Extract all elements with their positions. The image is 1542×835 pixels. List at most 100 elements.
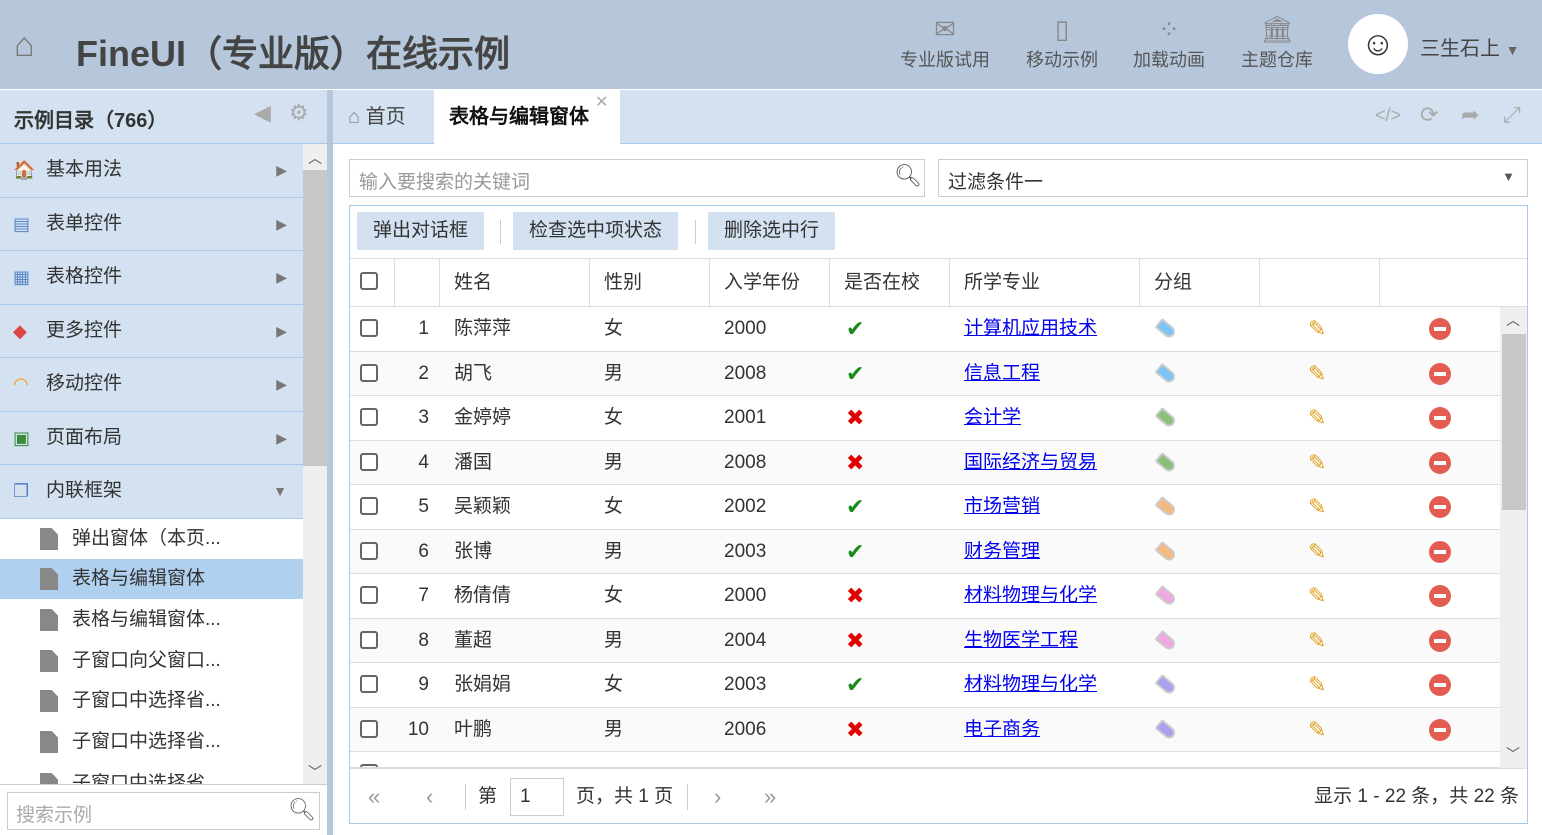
major-link[interactable]: 国际经济与贸易 [964,451,1098,473]
code-icon[interactable]: </> [1375,105,1402,125]
row-checkbox[interactable] [360,452,378,471]
column-header-group[interactable]: 分组 [1140,258,1260,307]
sidebar-subitem[interactable]: 子窗口向父窗口... [0,641,303,681]
row-checkbox[interactable] [360,541,378,560]
sidebar-item-layout[interactable]: ▣ 页面布局 ▶ [0,411,303,465]
share-icon[interactable]: ➦ [1461,102,1480,127]
next-page-icon[interactable]: › [714,784,722,809]
select-all-checkbox[interactable] [360,272,378,290]
delete-icon[interactable] [1429,318,1451,340]
row-checkbox[interactable] [360,497,378,515]
keyword-search-input[interactable]: 输入要搜索的关键词 [349,159,925,197]
open-dialog-button[interactable]: 弹出对话框 [357,212,485,250]
row-checkbox[interactable] [360,319,378,337]
mobile-demo-button[interactable]: ▯ 移动示例 [1007,12,1117,72]
delete-icon[interactable] [1429,407,1451,429]
sidebar-item-iframe[interactable]: ❐ 内联框架 ▼ [0,465,303,519]
table-row[interactable]: 4 潘国 男 2008 ✖ 国际经济与贸易 ✎ [350,440,1500,485]
prev-page-icon[interactable]: ‹ [426,784,434,809]
delete-icon[interactable] [1429,718,1451,741]
major-link[interactable]: 生物医学工程 [964,629,1079,651]
filter-select[interactable]: 过滤条件一 ▼ [938,159,1528,197]
sidebar-item-form[interactable]: ▤ 表单控件 ▶ [0,197,303,251]
major-link[interactable]: 信息工程 [964,362,1041,384]
sidebar-item-basic[interactable]: 🏠 基本用法 ▶ [0,144,303,198]
table-row[interactable]: 8 董超 男 2004 ✖ 生物医学工程 ✎ [350,618,1500,663]
row-checkbox[interactable] [360,675,378,693]
last-page-icon[interactable]: » [764,784,777,809]
pro-trial-button[interactable]: ✉ 专业版试用 [890,12,1000,72]
pencil-icon[interactable]: ✎ [1308,627,1327,653]
sidebar-item-more[interactable]: ◆ 更多控件 ▶ [0,304,303,358]
search-icon[interactable]: 🔍︎ [288,797,316,822]
pencil-icon[interactable]: ✎ [1308,405,1327,430]
scroll-down-icon[interactable]: ﹀ [308,764,322,780]
check-selection-button[interactable]: 检查选中项状态 [513,212,679,250]
table-row[interactable]: 3 金婷婷 女 2001 ✖ 会计学 ✎ [350,396,1500,441]
sidebar-subitem[interactable]: 弹出窗体（本页... [0,519,303,559]
search-icon[interactable]: 🔍︎ [894,163,922,188]
delete-icon[interactable] [1429,451,1451,474]
tab-home[interactable]: ⌂ 首页 [333,90,433,144]
major-link[interactable]: 财务管理 [964,540,1041,562]
refresh-icon[interactable]: ⟳ [1420,102,1439,127]
table-row[interactable]: 9 张娟娟 女 2003 ✔ 材料物理与化学 ✎ [350,663,1500,708]
delete-icon[interactable] [1429,585,1451,607]
delete-selected-button[interactable]: 删除选中行 [708,212,836,250]
scroll-up-icon[interactable]: ︿ [1506,312,1520,328]
column-header-enrolled[interactable]: 是否在校 [830,258,950,307]
table-row[interactable]: 10 叶鹏 男 2006 ✖ 电子商务 ✎ [350,707,1500,752]
major-link[interactable]: 会计学 [964,407,1022,428]
pencil-icon[interactable]: ✎ [1308,538,1327,564]
pencil-icon[interactable]: ✎ [1308,449,1327,475]
theme-store-button[interactable]: 🏛 主题仓库 [1222,12,1332,72]
pencil-icon[interactable]: ✎ [1308,316,1327,341]
sidebar-search-input[interactable]: 搜索示例 [7,792,320,830]
splitter[interactable] [327,90,333,835]
sidebar-subitem[interactable]: 子窗口中选择省... [0,764,303,784]
pencil-icon[interactable]: ✎ [1308,494,1327,519]
pencil-icon[interactable]: ✎ [1308,360,1327,386]
delete-icon[interactable] [1429,362,1451,385]
avatar[interactable]: ☺ [1348,14,1408,74]
column-header-name[interactable]: 姓名 [440,258,590,307]
sidebar-scroll-thumb[interactable] [303,170,327,466]
user-menu[interactable]: 三生石上 ▼ [1420,32,1519,61]
table-row[interactable]: 7 杨倩倩 女 2000 ✖ 材料物理与化学 ✎ [350,574,1500,619]
delete-icon[interactable] [1429,629,1451,652]
scroll-up-icon[interactable]: ︿ [308,150,322,166]
row-checkbox[interactable] [360,630,378,649]
close-tab-icon[interactable]: ✕ [595,94,609,111]
pencil-icon[interactable]: ✎ [1308,716,1327,742]
expand-icon[interactable]: ⤢ [1503,102,1521,127]
row-checkbox[interactable] [360,764,378,767]
delete-icon[interactable] [1429,674,1451,696]
column-header-gender[interactable]: 性别 [590,258,710,307]
column-header-year[interactable]: 入学年份 [710,258,830,307]
page-number-input[interactable]: 1 [510,778,564,816]
delete-icon[interactable] [1429,540,1451,563]
sidebar-item-grid[interactable]: ▦ 表格控件 ▶ [0,251,303,305]
table-row[interactable]: 1 陈萍萍 女 2000 ✔ 计算机应用技术 ✎ [350,307,1500,352]
first-page-icon[interactable]: « [368,784,381,809]
sidebar-subitem[interactable]: 表格与编辑窗体 [0,559,303,599]
major-link[interactable]: 材料物理与化学 [964,674,1098,695]
table-row[interactable]: 6 张博 男 2003 ✔ 财务管理 ✎ [350,529,1500,574]
home-icon[interactable]: ⌂ [14,26,35,64]
delete-icon[interactable] [1429,496,1451,518]
sidebar-subitem[interactable]: 表格与编辑窗体... [0,600,303,640]
major-link[interactable]: 材料物理与化学 [964,585,1098,606]
row-checkbox[interactable] [360,363,378,382]
row-checkbox[interactable] [360,719,378,738]
column-header-major[interactable]: 所学专业 [950,258,1140,307]
sidebar-item-mobile[interactable]: ◠ 移动控件 ▶ [0,358,303,412]
major-link[interactable]: 电子商务 [964,718,1041,740]
gear-icon[interactable]: ⚙ [289,100,309,125]
pencil-icon[interactable]: ✎ [1308,583,1327,608]
loading-animation-button[interactable]: ⁘ 加载动画 [1114,12,1224,72]
collapse-icon[interactable]: ◀ [254,100,271,125]
tab-grid-edit[interactable]: 表格与编辑窗体 [434,90,620,145]
table-row[interactable]: 5 吴颖颖 女 2002 ✔ 市场营销 ✎ [350,485,1500,530]
major-link[interactable]: 市场营销 [964,496,1041,517]
sidebar-subitem[interactable]: 子窗口中选择省... [0,722,303,762]
